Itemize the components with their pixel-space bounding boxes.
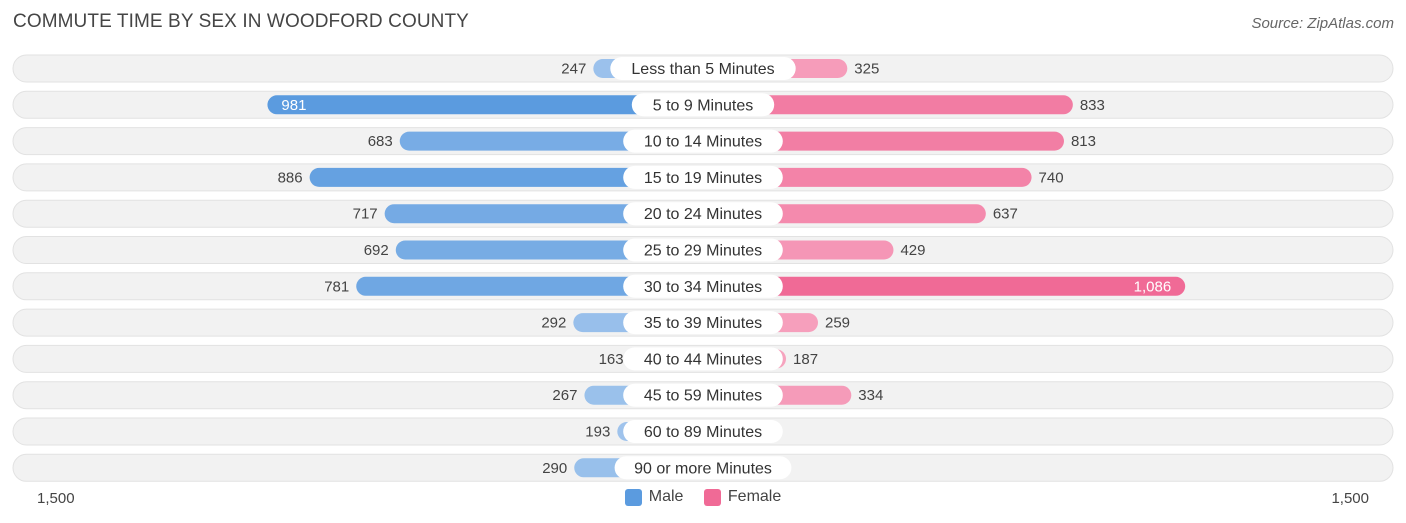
- female-value-label: 187: [793, 351, 818, 368]
- female-bar: [703, 131, 1064, 151]
- chart-title: COMMUTE TIME BY SEX IN WOODFORD COUNTY: [13, 11, 469, 32]
- category-label-pill: [623, 165, 783, 189]
- female-value-label: 429: [900, 242, 925, 259]
- category-label: 90 or more Minutes: [634, 460, 772, 477]
- male-value-label: 683: [368, 133, 393, 150]
- category-label-pill: [623, 238, 783, 262]
- category-label-pill: [623, 347, 783, 371]
- legend-item-male[interactable]: Male: [624, 488, 684, 506]
- legend-label-male: Male: [648, 488, 684, 505]
- axis-left-label: 1,500: [37, 490, 75, 507]
- category-label: 5 to 9 Minutes: [653, 97, 754, 114]
- male-bar: [267, 95, 703, 115]
- female-value-label: 1,086: [1134, 278, 1172, 295]
- category-label-pill: [623, 274, 783, 298]
- female-value-label: 813: [1071, 133, 1096, 150]
- category-label: Less than 5 Minutes: [631, 61, 774, 78]
- female-bar: [703, 95, 1073, 115]
- category-label: 25 to 29 Minutes: [644, 243, 762, 260]
- category-label: 20 to 24 Minutes: [644, 206, 762, 223]
- legend-swatch-male: [624, 488, 642, 506]
- category-label-pill: [623, 129, 783, 153]
- male-value-label: 290: [542, 460, 567, 477]
- female-value-label: 334: [858, 387, 883, 404]
- female-value-label: 740: [1039, 169, 1064, 186]
- category-label-pill: [614, 456, 792, 480]
- category-label-pill: [623, 420, 783, 443]
- category-label-pill: [623, 383, 783, 407]
- legend-swatch-female: [703, 488, 721, 506]
- category-label: 35 to 39 Minutes: [644, 315, 762, 332]
- category-label: 15 to 19 Minutes: [644, 170, 762, 187]
- legend: Male Female: [0, 488, 1406, 511]
- male-value-label: 717: [353, 206, 378, 223]
- female-value-label: 259: [825, 315, 850, 332]
- female-value-label: 833: [1080, 97, 1105, 114]
- legend-label-female: Female: [727, 488, 782, 505]
- category-label: 10 to 14 Minutes: [644, 134, 762, 151]
- category-label: 40 to 44 Minutes: [644, 351, 762, 368]
- category-label-pill: [623, 311, 783, 335]
- category-label: 45 to 59 Minutes: [644, 388, 762, 405]
- male-value-label: 193: [585, 424, 610, 441]
- male-bar: [356, 276, 703, 296]
- category-label: 60 to 89 Minutes: [644, 424, 762, 441]
- male-value-label: 292: [541, 315, 566, 332]
- female-value-label: 325: [854, 61, 879, 78]
- male-value-label: 886: [278, 169, 303, 186]
- legend-item-female[interactable]: Female: [703, 488, 782, 506]
- category-label-pill: [623, 202, 783, 226]
- category-label-pill: [610, 57, 796, 80]
- female-bar: [703, 167, 1032, 187]
- female-bar: [703, 276, 1186, 296]
- male-bar: [384, 204, 703, 224]
- female-value-label: 637: [993, 206, 1018, 223]
- male-value-label: 692: [364, 242, 389, 259]
- male-value-label: 267: [552, 387, 577, 404]
- male-value-label: 781: [324, 278, 349, 295]
- source-label: Source: ZipAtlas.com: [1251, 15, 1394, 32]
- male-value-label: 247: [561, 61, 586, 78]
- category-label-pill: [631, 93, 775, 117]
- axis-right-label: 1,500: [1331, 490, 1369, 507]
- male-value-label: 981: [281, 97, 306, 114]
- category-label: 30 to 34 Minutes: [644, 279, 762, 296]
- male-value-label: 163: [599, 351, 624, 368]
- male-bar: [309, 167, 703, 187]
